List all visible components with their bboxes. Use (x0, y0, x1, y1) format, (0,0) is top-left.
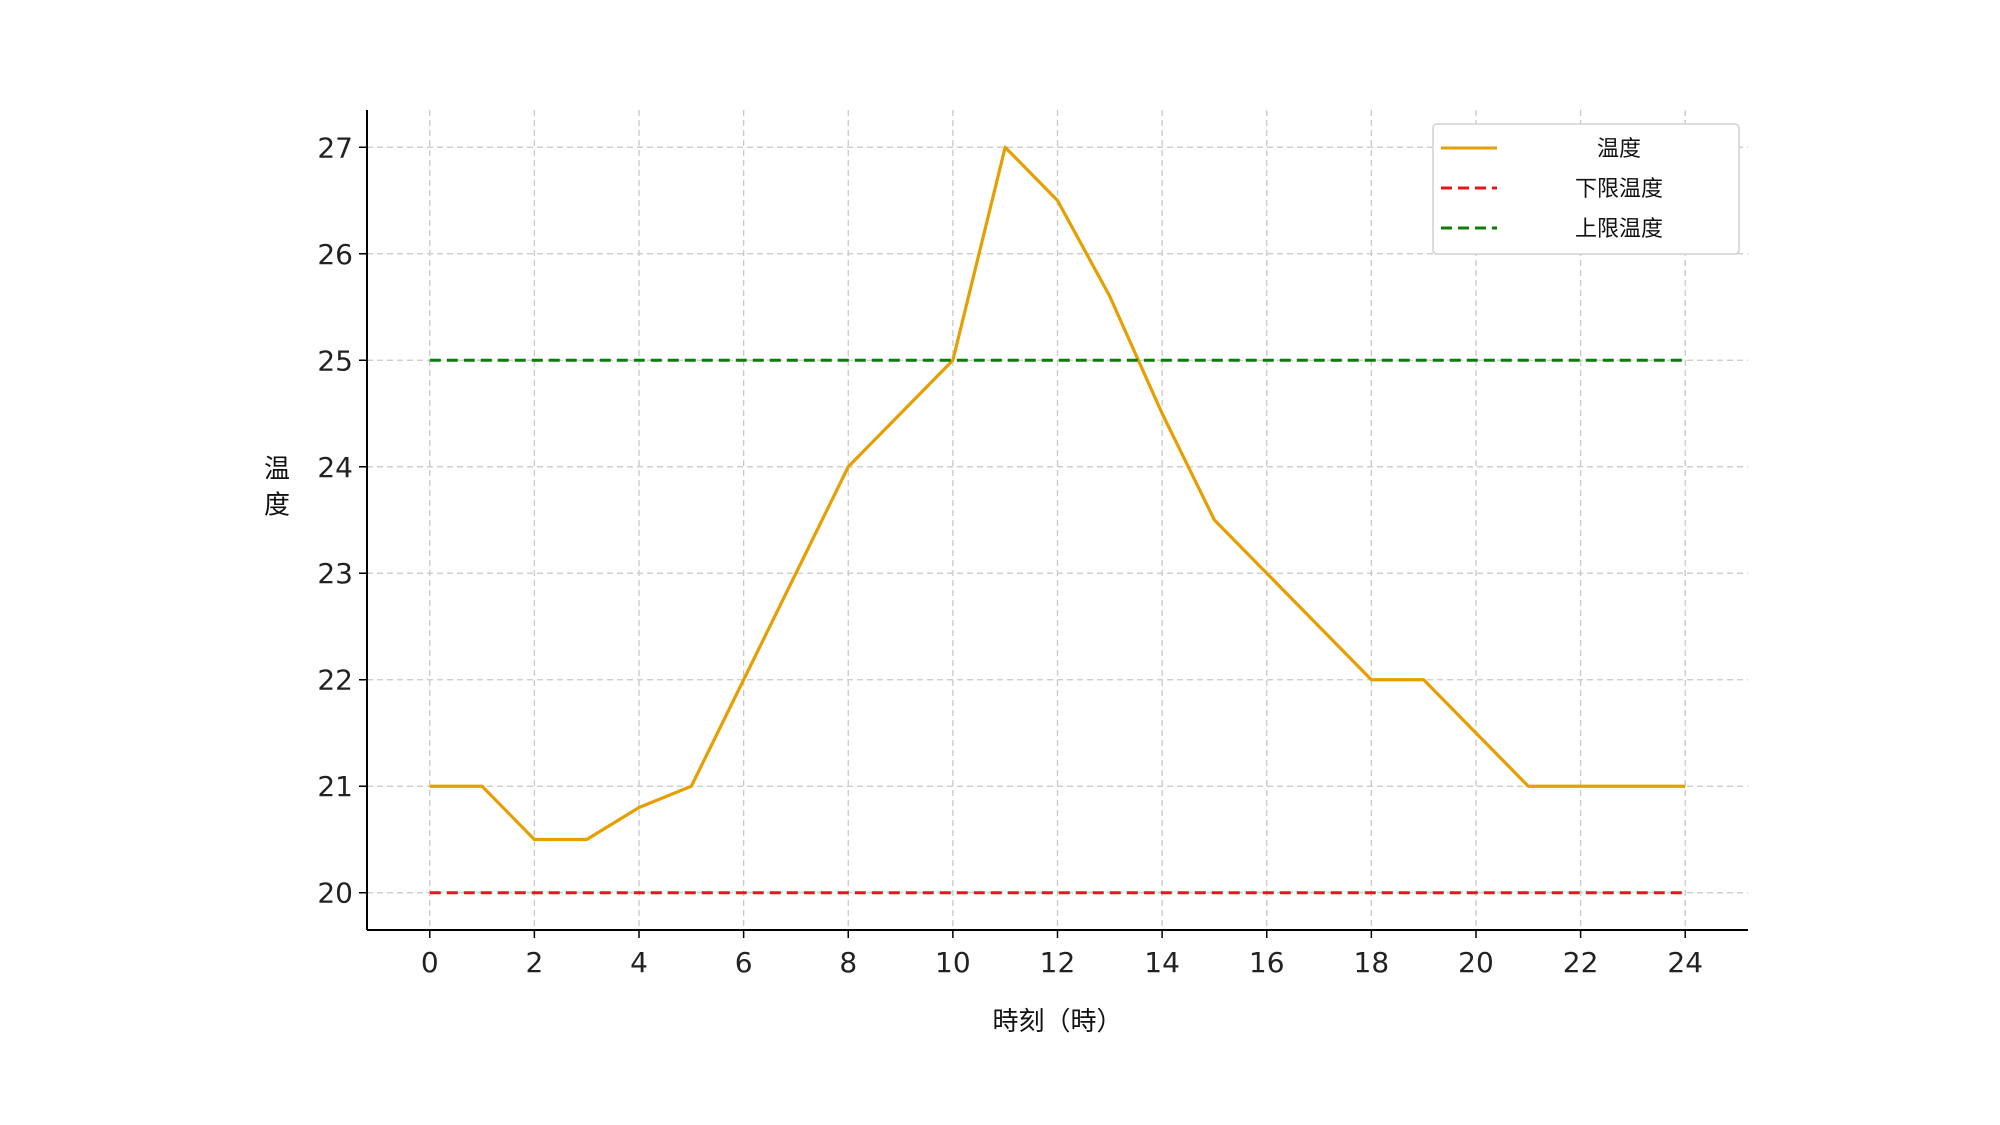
legend-label: 上限温度 (1575, 217, 1663, 242)
x-tick-label: 18 (1354, 946, 1390, 979)
x-tick-label: 12 (1040, 946, 1076, 979)
x-tick-label: 6 (735, 946, 753, 979)
legend-box (1432, 123, 1740, 255)
y-tick-label: 22 (317, 664, 353, 697)
x-tick-label: 0 (421, 946, 439, 979)
axes (359, 110, 1748, 938)
legend-label: 温度 (1597, 137, 1641, 162)
y-tick-label: 27 (317, 131, 353, 164)
x-tick-label: 2 (525, 946, 543, 979)
x-tick-label: 4 (630, 946, 648, 979)
x-tick-label: 8 (839, 946, 857, 979)
y-tick-label: 21 (317, 770, 353, 803)
y-tick-label: 25 (317, 344, 353, 377)
series-line-1 (429, 145, 1686, 842)
x-tick-label: 22 (1563, 946, 1599, 979)
y-tick-label: 20 (317, 877, 353, 910)
x-tick-label: 16 (1249, 946, 1285, 979)
series-layer (429, 145, 1686, 895)
y-tick-label: 23 (317, 557, 353, 590)
x-tick-label: 24 (1667, 946, 1703, 979)
legend-label: 下限温度 (1575, 177, 1663, 202)
y-axis-title: 温度 (264, 454, 290, 520)
x-axis-title: 時刻（時） (992, 1007, 1122, 1037)
x-tick-label: 10 (935, 946, 971, 979)
x-tick-label: 20 (1458, 946, 1494, 979)
x-tick-label: 14 (1144, 946, 1180, 979)
y-tick-label: 24 (317, 451, 353, 484)
y-tick-label: 26 (317, 238, 353, 271)
